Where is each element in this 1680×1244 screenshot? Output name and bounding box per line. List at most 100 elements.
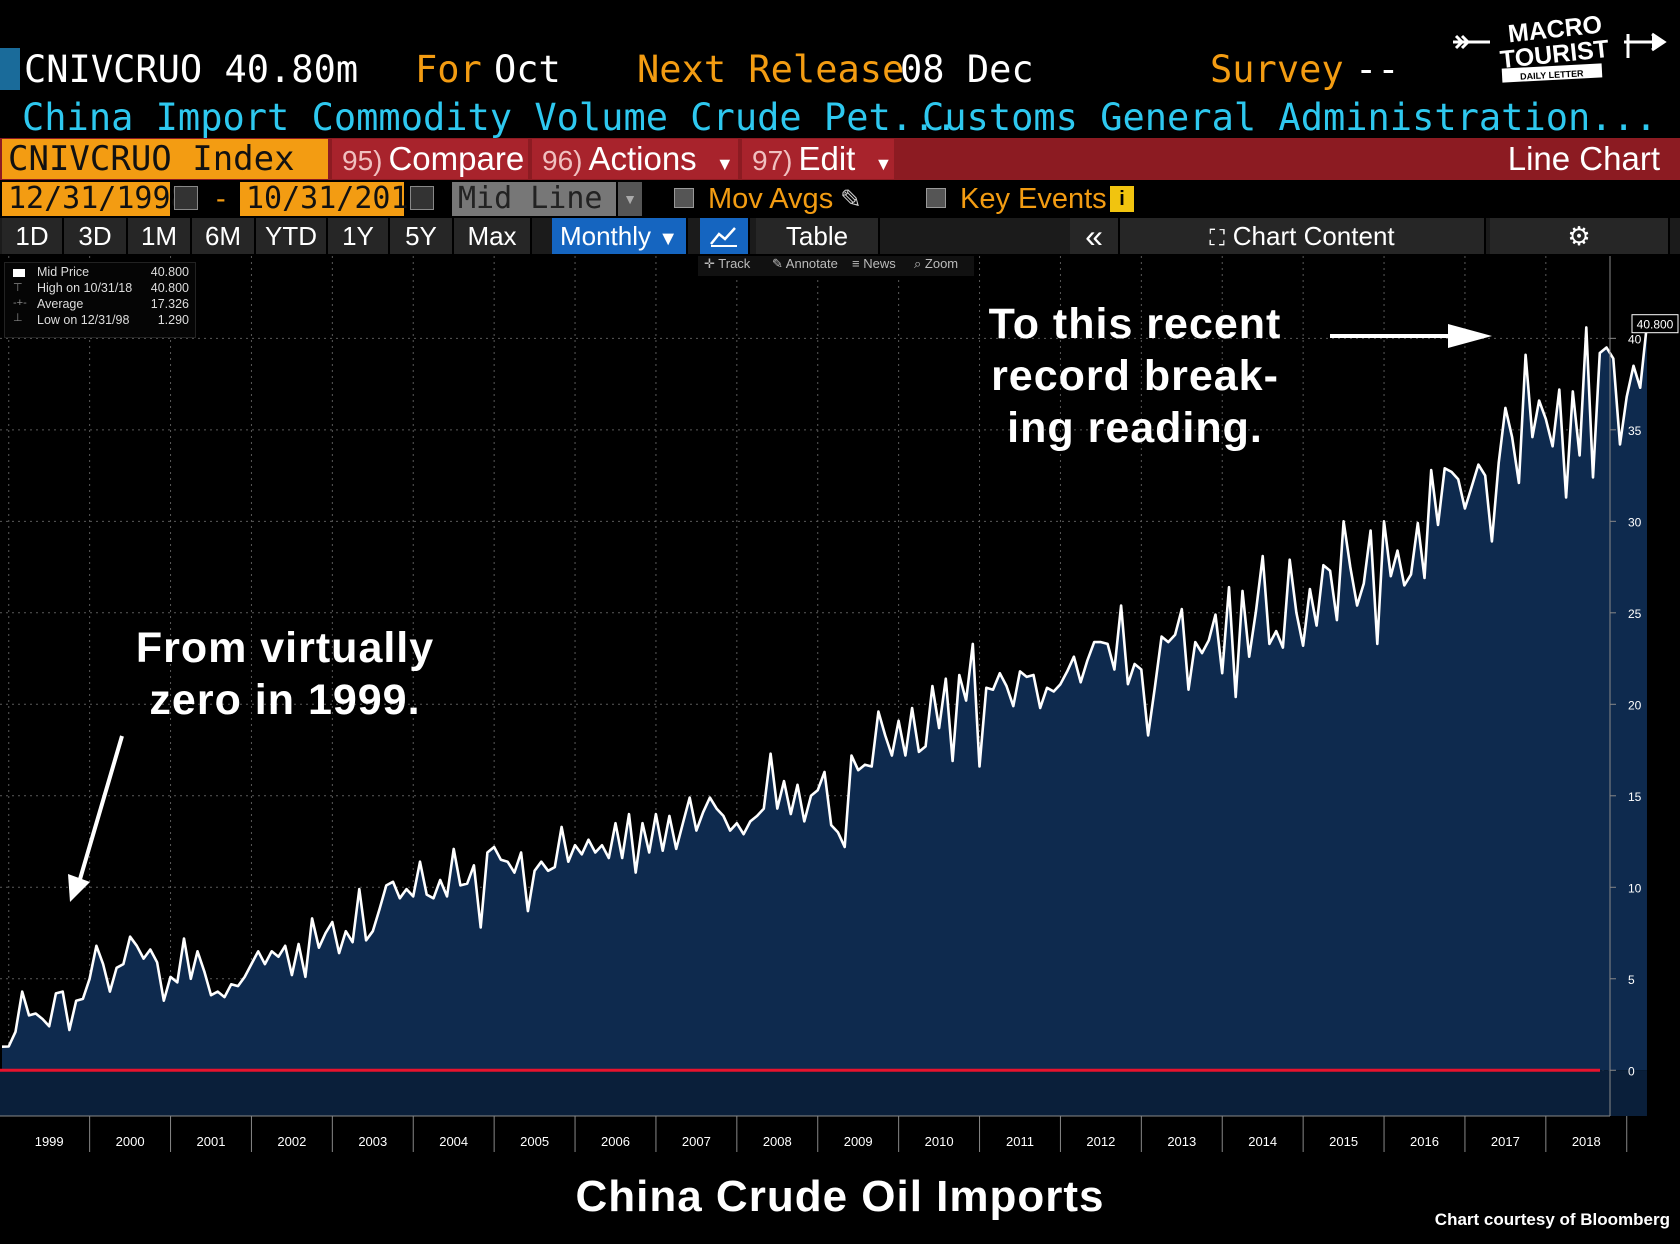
arrow-left-head <box>68 874 90 902</box>
y-tick-label: 5 <box>1628 973 1635 987</box>
annotate-tool[interactable]: ✎ Annotate <box>772 256 838 271</box>
date-dash: - <box>216 183 226 215</box>
info-icon[interactable]: i <box>1110 186 1134 212</box>
legend-low-label: Low on 12/31/98 <box>37 313 130 327</box>
period-button-3d[interactable]: 3D <box>64 218 128 254</box>
x-tick-label: 2016 <box>1410 1134 1439 1149</box>
area-below-zero <box>0 1070 1647 1116</box>
chart-type-label: Line Chart <box>1507 140 1660 177</box>
track-label: Track <box>718 256 751 271</box>
gear-icon[interactable]: ⚙ <box>1490 218 1670 254</box>
x-tick-label: 2008 <box>763 1134 792 1149</box>
legend-average-label: Average <box>37 297 84 311</box>
survey-label: Survey <box>1210 48 1344 91</box>
start-date-field[interactable]: 12/31/1998 <box>2 182 189 216</box>
zoom-tool[interactable]: ⌕ Zoom <box>914 256 959 271</box>
logo-line3: DAILY LETTER <box>1520 68 1584 81</box>
for-label: For <box>415 48 482 91</box>
y-tick-label: 20 <box>1628 698 1642 712</box>
compare-num: 95) <box>342 145 383 176</box>
period-button-max[interactable]: Max <box>454 218 532 254</box>
y-tick-label: 0 <box>1628 1064 1635 1078</box>
period-button-ytd[interactable]: YTD <box>256 218 328 254</box>
x-tick-label: 1999 <box>35 1134 64 1149</box>
x-tick-label: 2001 <box>197 1134 226 1149</box>
calendar-icon[interactable] <box>410 186 434 210</box>
period-button-5y[interactable]: 5Y <box>390 218 454 254</box>
arrow-left-shaft <box>76 735 124 887</box>
chart-content-button[interactable]: ⛶ Chart Content <box>1120 218 1486 254</box>
chevron-down-icon: ▼ <box>874 154 893 174</box>
chevron-down-icon[interactable]: ▼ <box>618 182 642 216</box>
compare-label: Compare <box>388 140 525 177</box>
chart-credit: Chart courtesy of Bloomberg <box>1434 1210 1670 1229</box>
x-tick-label: 2000 <box>116 1134 145 1149</box>
period-button-1d[interactable]: 1D <box>2 218 64 254</box>
security-description: China Import Commodity Volume Crude Pet.… <box>22 96 958 139</box>
x-tick-label: 2006 <box>601 1134 630 1149</box>
annotation-left: From virtually zero in 1999. <box>135 624 435 724</box>
line-type-select[interactable]: Mid Line <box>452 182 616 216</box>
chevron-down-icon: ▼ <box>658 228 679 250</box>
calendar-icon[interactable] <box>174 186 198 210</box>
y-tick-label: 15 <box>1628 790 1642 804</box>
survey-value: -- <box>1355 48 1400 91</box>
line-chart-icon[interactable] <box>700 218 750 254</box>
period-button-6m[interactable]: 6M <box>192 218 256 254</box>
table-button[interactable]: Table <box>756 218 880 254</box>
y-tick-label: 40 <box>1628 332 1642 346</box>
y-tick-label: 25 <box>1628 607 1642 621</box>
x-tick-label: 2011 <box>1006 1134 1034 1149</box>
header-row-2: China Import Commodity Volume Crude Pet.… <box>22 96 1662 140</box>
x-tick-label: 2003 <box>358 1134 387 1149</box>
chart-content-label: Chart Content <box>1232 221 1395 251</box>
legend-mid-label: Mid Price <box>37 265 90 279</box>
end-date-field[interactable]: 10/31/2018 <box>240 182 427 216</box>
frequency-select[interactable]: Monthly ▼ <box>552 218 688 254</box>
legend-average-value: 17.326 <box>150 297 189 311</box>
period-button-1y[interactable]: 1Y <box>328 218 390 254</box>
y-tick-label: 10 <box>1628 881 1642 895</box>
annotation-right: To this recent record break- ing reading… <box>988 300 1282 452</box>
x-tick-label: 2017 <box>1491 1134 1520 1149</box>
chart-tools: ✛ Track ✎ Annotate ≡ News ⌕ Zoom <box>698 256 974 276</box>
x-tick-label: 2004 <box>439 1134 468 1149</box>
collapse-icon[interactable]: « <box>1070 218 1120 254</box>
period-button-1m[interactable]: 1M <box>128 218 192 254</box>
pencil-icon[interactable]: ✎ <box>840 184 862 214</box>
mov-avgs-checkbox[interactable] <box>674 188 694 208</box>
edit-num: 97) <box>752 145 793 176</box>
legend-high-label: High on 10/31/18 <box>37 281 133 295</box>
for-value: Oct <box>494 48 561 91</box>
actions-num: 96) <box>542 145 583 176</box>
news-tool[interactable]: ≡ News <box>852 256 896 271</box>
track-tool[interactable]: ✛ Track <box>704 256 751 271</box>
legend-markers: ⊤ -+- ⊥ <box>13 282 27 324</box>
chart-title: China Crude Oil Imports <box>575 1172 1105 1221</box>
ticker-marker <box>0 48 20 90</box>
x-tick-label: 2005 <box>520 1134 549 1149</box>
legend-swatch <box>13 269 25 277</box>
key-events-checkbox[interactable] <box>926 188 946 208</box>
macro-tourist-logo: MACRO TOURIST DAILY LETTER <box>1450 8 1675 88</box>
edit-button[interactable]: 97) Edit ▼ <box>742 139 894 179</box>
ticker-field[interactable]: CNIVCRUO Index <box>2 139 328 179</box>
x-tick-label: 2007 <box>682 1134 711 1149</box>
next-release-label: Next Release <box>637 48 905 91</box>
legend-high-value: 40.800 <box>150 281 189 295</box>
chart-legend: ⊤ -+- ⊥ Mid Price 40.800 High on 10/31/18 … <box>4 262 196 338</box>
chart-content-icon: ⛶ <box>1209 225 1225 250</box>
actions-button[interactable]: 96) Actions ▼ <box>532 139 738 179</box>
x-tick-label: 2002 <box>277 1134 306 1149</box>
frequency-label: Monthly <box>559 221 651 251</box>
x-tick-label: 2012 <box>1086 1134 1115 1149</box>
legend-mid-value: 40.800 <box>150 265 189 279</box>
y-tick-label: 30 <box>1628 515 1642 529</box>
compare-button[interactable]: 95) Compare <box>332 139 528 179</box>
actions-label: Actions <box>588 140 697 177</box>
arrow-right-head <box>1448 324 1492 348</box>
last-value-label: 40.800 <box>1637 318 1674 332</box>
x-tick-label: 2013 <box>1167 1134 1196 1149</box>
x-tick-label: 2009 <box>844 1134 873 1149</box>
